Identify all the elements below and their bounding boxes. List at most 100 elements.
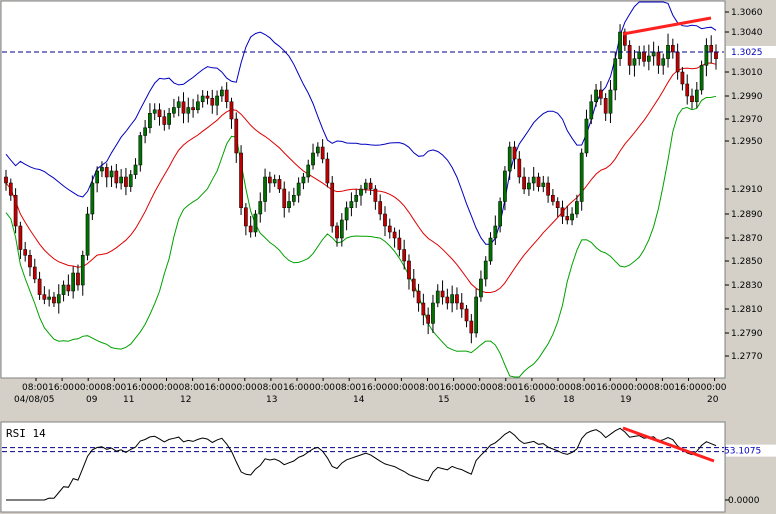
hour-label: 08:00 — [648, 383, 674, 393]
hour-label: 16:00 — [48, 383, 74, 393]
candle-body — [61, 284, 66, 295]
candle-body — [680, 71, 685, 85]
price-axis: 1.3060 1.3040 1.3010 1.2990 1.2970 1.2950 1.29… — [725, 8, 776, 362]
candle-body — [37, 278, 42, 295]
candle-body — [162, 116, 167, 125]
candle-body — [488, 237, 493, 262]
candle-body — [196, 101, 200, 111]
candle-body — [551, 195, 555, 202]
candle-body — [268, 176, 272, 184]
candle-body — [47, 296, 52, 300]
candle-body — [157, 109, 162, 117]
rsi-panel — [0, 421, 726, 513]
date-label: 15 — [438, 395, 449, 405]
price-tick-label: 1.2970 — [731, 115, 763, 125]
candle-body — [474, 296, 478, 334]
candle-body — [4, 176, 8, 184]
price-tick-label: 1.2890 — [731, 210, 763, 220]
candle-body — [690, 95, 694, 102]
candle-body — [56, 294, 61, 304]
candle-body — [119, 176, 123, 184]
candle-body — [479, 278, 483, 298]
candle-body — [128, 174, 133, 187]
candle-body — [459, 302, 464, 310]
candle-body — [28, 255, 32, 268]
candle-body — [656, 51, 661, 66]
candle-body — [646, 55, 651, 62]
candle-body — [368, 182, 373, 190]
candle-body — [642, 51, 646, 62]
candle-body — [244, 207, 248, 227]
hour-label: 00:00 — [231, 383, 257, 393]
candle-body — [512, 146, 517, 160]
candle-body — [503, 170, 507, 202]
candle-body — [685, 83, 690, 97]
candle-body — [330, 182, 335, 227]
candle-body — [114, 170, 119, 184]
candle-body — [594, 89, 598, 102]
time-axis: 08:00 16:00 00:00 08:00 16:00 00:00 08:00 16:00… — [14, 378, 727, 405]
candle-body — [450, 294, 454, 304]
price-tick-label: 1.2870 — [731, 234, 763, 244]
candle-body — [109, 170, 114, 178]
hour-label: 00:00 — [701, 383, 727, 393]
candle-body — [565, 216, 570, 221]
hour-label: 08:00 — [570, 383, 596, 393]
hour-label: 16:00 — [205, 383, 231, 393]
candle-body — [407, 260, 411, 280]
hour-label: 08:00 — [257, 383, 283, 393]
candle-body — [320, 146, 325, 160]
price-tick-label: 1.2830 — [731, 281, 763, 291]
price-tick-label: 1.3060 — [731, 8, 763, 18]
candle-body — [282, 188, 287, 208]
candle-body — [287, 201, 291, 208]
candle-body — [445, 296, 450, 304]
hour-label: 16:00 — [283, 383, 309, 393]
candle-body — [589, 101, 594, 120]
candle-body — [224, 89, 229, 102]
candle-body — [613, 58, 618, 91]
candle-body — [363, 182, 368, 190]
candle-body — [455, 294, 459, 304]
rsi-trendline — [622, 426, 715, 463]
candle-body — [143, 127, 147, 136]
hour-label: 16:00 — [518, 383, 544, 393]
candle-body — [344, 207, 349, 221]
candle-body — [205, 95, 210, 99]
candle-body — [575, 201, 579, 215]
price-tick-label: 1.3040 — [731, 28, 763, 38]
candle-body — [579, 152, 584, 202]
candle-body — [584, 118, 589, 154]
candle-body — [181, 101, 186, 114]
candle-body — [570, 213, 574, 221]
price-tick-label: 1.2790 — [731, 329, 763, 339]
hour-label: 08:00 — [179, 383, 205, 393]
candle-body — [426, 314, 431, 324]
date-label: 13 — [266, 395, 277, 405]
hour-label: 08:00 — [335, 383, 361, 393]
candle-body — [623, 31, 627, 46]
candle-body — [248, 225, 253, 233]
candle-body — [498, 201, 502, 227]
candle-body — [541, 182, 546, 187]
candle-body — [71, 272, 76, 292]
hour-label: 16:00 — [126, 383, 152, 393]
candle-body — [291, 195, 296, 202]
candlestick-series — [4, 24, 718, 344]
candle-body — [80, 255, 85, 286]
candle-body — [272, 179, 277, 184]
date-label: 04/08/05 — [14, 395, 54, 405]
price-tick-label: 1.3010 — [731, 68, 763, 78]
rsi-value-tag — [726, 444, 776, 457]
candle-body — [133, 164, 138, 175]
price-tick-label: 1.2950 — [731, 137, 763, 147]
candle-body — [52, 296, 56, 304]
price-trendline — [622, 16, 712, 36]
candle-body — [618, 31, 622, 59]
candle-body — [42, 294, 47, 300]
candle-body — [76, 272, 80, 286]
date-label: 11 — [123, 395, 134, 405]
rsi-value-label: 53.1075 — [724, 447, 761, 457]
candle-body — [263, 176, 267, 202]
